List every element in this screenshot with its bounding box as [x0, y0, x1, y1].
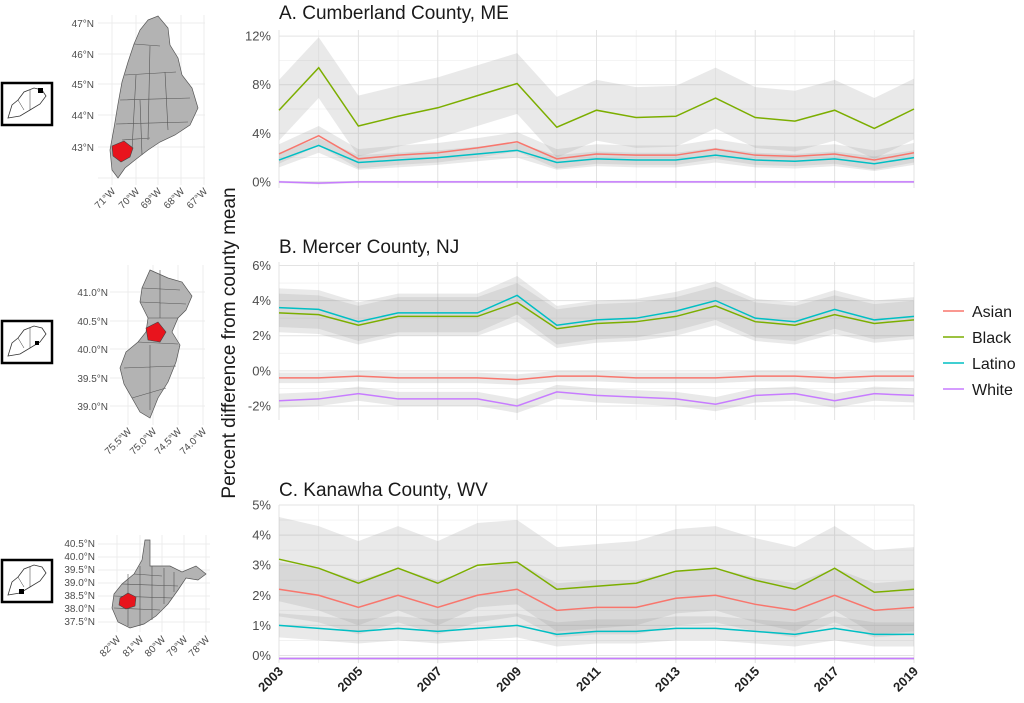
y-tick-label: 0% [252, 174, 271, 189]
nj-lon-label: 74.0°W [178, 426, 209, 457]
wv-lat-label: 39.5°N [64, 565, 95, 576]
nj-lat-label: 40.5°N [77, 317, 108, 328]
me-lat-label: 46°N [72, 50, 94, 61]
y-axis-label: Percent difference from county mean [219, 187, 240, 498]
series-line-latino [278, 144, 915, 165]
legend-label-black: Black [972, 330, 1012, 347]
confidence-band-latino [279, 613, 914, 647]
series-line-asian [279, 375, 914, 381]
inset-northeast-nj [0, 319, 54, 365]
confidence-band-black [279, 283, 914, 349]
locator-new-jersey: 41.0°N 40.5°N 40.0°N 39.5°N 39.0°N 75.5°… [0, 265, 210, 457]
y-tick-label: 3% [252, 558, 271, 573]
series-line-white [278, 391, 915, 407]
wv-lat-label: 38.5°N [64, 591, 95, 602]
confidence-band-white [279, 384, 914, 413]
mercer-county-highlight [145, 321, 167, 343]
me-lon-label: 71°W [93, 186, 119, 212]
x-tick-label: 2007 [414, 664, 445, 695]
y-tick-label: 0% [252, 363, 271, 378]
panel-3: 0% 1% 2% 3% 4% 5% [252, 498, 915, 663]
wv-lat-label: 40.5°N [64, 539, 95, 550]
me-lat-label: 47°N [72, 19, 94, 30]
x-tick-label: 2003 [255, 664, 286, 695]
x-tick-label: 2013 [652, 664, 683, 695]
y-tick-label: -2% [248, 398, 272, 413]
panel-1: 0% 4% 8% 12% [245, 29, 915, 189]
nj-lat-label: 41.0°N [77, 288, 108, 299]
y-tick-label: 4% [252, 528, 271, 543]
series-line-black [278, 301, 915, 330]
series-line-asian [278, 588, 915, 612]
nj-lat-label: 39.0°N [77, 402, 108, 413]
confidence-band-asian [279, 126, 914, 170]
confidence-band-black [279, 37, 914, 159]
legend-label-latino: Latino [972, 356, 1016, 373]
locator-west-virginia: 40.5°N 40.0°N 39.5°N 39.0°N 38.5°N 38.0°… [0, 535, 213, 660]
me-lon-label: 69°W [139, 186, 165, 212]
wv-lon-label: 78°W [187, 634, 213, 660]
wv-lon-label: 81°W [121, 634, 147, 660]
series-line-latino [278, 294, 915, 326]
confidence-band-asian [279, 370, 914, 385]
y-tick-label: 2% [252, 588, 271, 603]
panel-title-b: B. Mercer County, NJ [279, 237, 459, 258]
series-line-black [278, 558, 915, 594]
inset-northeast-wv [0, 558, 54, 604]
wv-lon-label: 79°W [165, 634, 191, 660]
y-tick-label: 5% [252, 498, 271, 513]
series-line-asian [278, 134, 915, 161]
me-lat-label: 44°N [72, 111, 94, 122]
y-tick-label: 0% [252, 648, 271, 663]
y-tick-label: 12% [245, 29, 271, 44]
y-tick-label: 4% [252, 126, 271, 141]
panel-title-a: A. Cumberland County, ME [279, 3, 509, 24]
maine-county-lines [115, 43, 191, 156]
panel-2: -2% 0% 2% 4% 6% [248, 258, 915, 420]
inset-northeast-me [0, 81, 54, 127]
cumberland-county-highlight [111, 140, 134, 163]
legend-label-asian: Asian [972, 304, 1012, 321]
wv-lat-label: 39.0°N [64, 578, 95, 589]
y-tick-label: 1% [252, 618, 271, 633]
wv-lon-label: 82°W [98, 634, 124, 660]
y-tick-label: 4% [252, 293, 271, 308]
series-line-white [278, 181, 914, 184]
me-lon-label: 68°W [162, 186, 188, 212]
map-grid-wv [98, 535, 210, 632]
legend: Asian Black Latino White [943, 304, 1016, 399]
nj-lat-label: 39.5°N [77, 374, 108, 385]
west-virginia-outline [111, 539, 207, 629]
me-lat-label: 45°N [72, 80, 94, 91]
x-tick-label: 2011 [573, 664, 604, 695]
nj-lat-label: 40.0°N [77, 345, 108, 356]
me-lon-label: 70°W [117, 186, 143, 212]
x-tick-label: 2017 [811, 664, 842, 695]
wv-lat-label: 40.0°N [64, 552, 95, 563]
wv-lat-label: 37.5°N [64, 617, 95, 628]
wv-lat-label: 38.0°N [64, 604, 95, 615]
y-tick-label: 8% [252, 77, 271, 92]
kanawha-county-highlight [118, 592, 137, 610]
maine-outline [109, 15, 199, 179]
me-lat-label: 43°N [72, 143, 94, 154]
confidence-band-latino [279, 276, 914, 345]
x-tick-label: 2005 [334, 664, 365, 695]
series-line-black [278, 66, 915, 130]
x-tick-label: 2019 [890, 664, 921, 695]
x-tick-label: 2009 [493, 664, 524, 695]
wv-lon-label: 80°W [143, 634, 169, 660]
line-panels: 0% 4% 8% 12% -2% 0% 2% 4% 6% 0% 1% 2% 3% 4% 5% 2003 2005… [245, 29, 921, 695]
nj-county-lines [123, 270, 187, 410]
me-lon-label: 67°W [185, 186, 211, 212]
y-tick-label: 2% [252, 328, 271, 343]
locator-maine: 47°N 46°N 45°N 44°N 43°N 71°W 70°W 69°W … [0, 15, 211, 212]
legend-label-white: White [972, 382, 1013, 399]
x-tick-label: 2015 [731, 664, 762, 695]
series-line-latino [278, 624, 914, 636]
y-tick-label: 6% [252, 258, 271, 273]
panel-title-c: C. Kanawha County, WV [279, 480, 488, 501]
